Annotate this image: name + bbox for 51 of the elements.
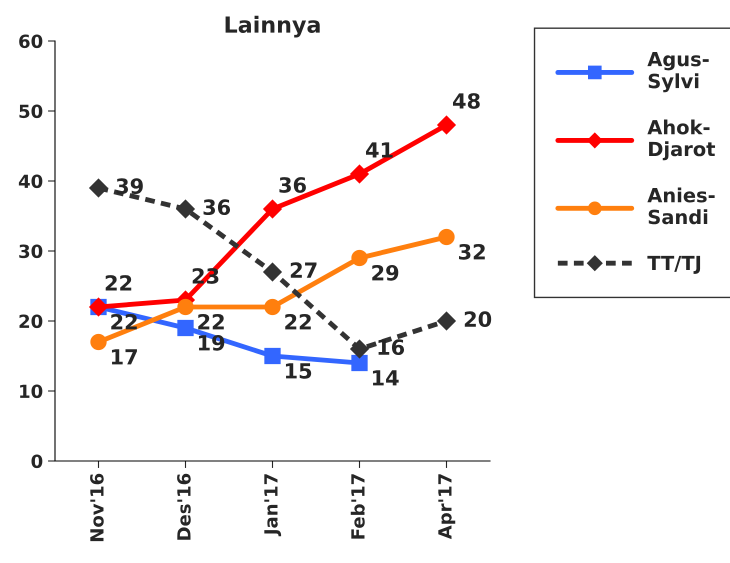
x-tick-label: Apr'17	[438, 474, 456, 540]
y-tick-label: 0	[31, 454, 42, 468]
point	[90, 334, 107, 350]
data-label: 15	[286, 363, 312, 379]
point	[89, 178, 108, 198]
legend-label: Anies- Sandi	[647, 187, 715, 224]
data-label: 14	[372, 370, 399, 386]
data-label: 22	[106, 275, 132, 291]
point	[177, 298, 194, 316]
data-label: 41	[366, 142, 393, 158]
point	[263, 262, 282, 282]
legend-label: TT/TJ	[647, 256, 700, 274]
data-label: 36	[279, 177, 306, 193]
point	[177, 320, 194, 336]
y-tick-label: 20	[19, 314, 42, 328]
x-tick-label: Des'16	[177, 474, 191, 540]
point	[176, 200, 195, 218]
data-label: 29	[372, 264, 398, 281]
y-tick-label: 40	[18, 174, 42, 188]
legend-label: Agus- Sylvi	[647, 52, 709, 92]
y-tick-label: 60	[19, 34, 42, 48]
point	[350, 340, 369, 358]
point	[264, 348, 281, 364]
data-label: 36	[204, 199, 230, 216]
data-label: 22	[111, 314, 137, 330]
y-tick-label: 30	[19, 244, 42, 258]
point	[437, 312, 456, 330]
x-tick-label: Jan'17	[264, 474, 282, 536]
data-label: 22	[198, 314, 224, 330]
data-label: 32	[459, 244, 485, 260]
data-label: 20	[464, 311, 492, 328]
y-tick-label: 50	[19, 104, 42, 118]
point	[351, 250, 368, 266]
data-label: 17	[112, 349, 137, 364]
data-label: 22	[285, 314, 311, 330]
point	[438, 228, 455, 246]
point	[264, 298, 281, 316]
data-label: 39	[116, 178, 143, 194]
data-label: 16	[378, 339, 404, 356]
y-tick-label: 10	[20, 384, 42, 398]
data-label: 19	[198, 334, 224, 351]
x-tick-label: Nov'16	[90, 474, 104, 542]
chart-title: Lainnya	[226, 16, 320, 38]
point	[351, 354, 368, 372]
point	[437, 116, 456, 134]
point	[350, 164, 369, 184]
x-tick-label: Feb'17	[350, 474, 365, 539]
data-label: 27	[290, 262, 316, 278]
legend-label: Ahok- Djarot	[647, 119, 716, 160]
data-label: 48	[452, 93, 480, 109]
point	[263, 200, 282, 218]
